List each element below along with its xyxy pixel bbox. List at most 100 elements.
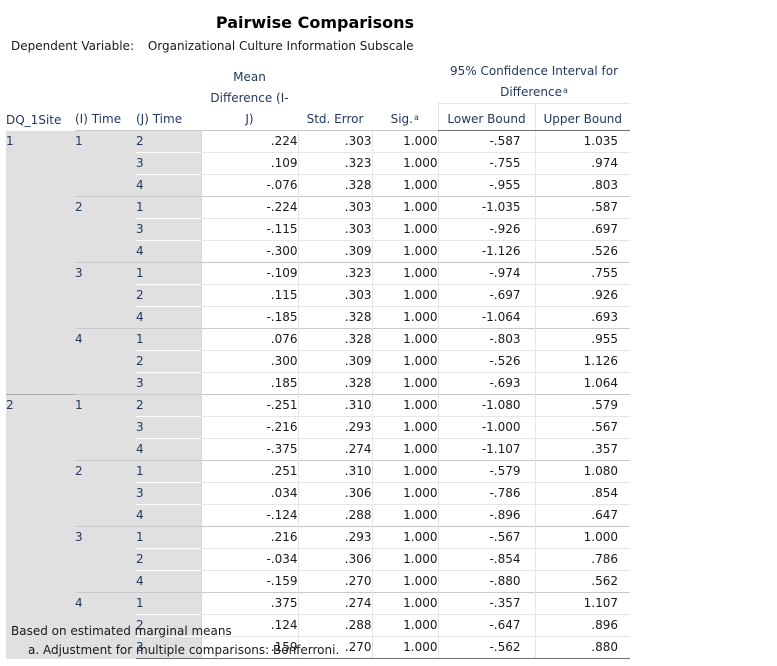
table-row: 3.185.328 1.000 -.693 1.064 bbox=[6, 372, 630, 395]
j-time-cell: 1 bbox=[136, 592, 202, 615]
upper-bound-cell: 1.000 bbox=[534, 526, 630, 549]
mean-difference-cell: -.124 bbox=[200, 504, 298, 527]
std-error-cell: .310 bbox=[297, 394, 372, 417]
std-error-cell: .274 bbox=[297, 592, 372, 615]
mean-difference-cell: -.375 bbox=[200, 438, 298, 461]
sig-cell: 1.000 bbox=[371, 592, 438, 615]
sig-cell: 1.000 bbox=[371, 196, 438, 219]
j-time-cell: 2 bbox=[136, 548, 202, 571]
lower-bound-cell: -1.080 bbox=[437, 394, 535, 417]
lower-bound-cell: -.786 bbox=[437, 482, 535, 505]
footnote-adjustment: a. Adjustment for multiple comparisons: … bbox=[28, 643, 340, 657]
table-row: 2.300.309 1.000 -.526 1.126 bbox=[6, 350, 630, 373]
mean-difference-cell: .109 bbox=[200, 152, 298, 175]
dependent-variable-name: Organizational Culture Information Subsc… bbox=[147, 39, 414, 53]
sig-cell: 1.000 bbox=[371, 174, 438, 197]
lower-bound-cell: -1.126 bbox=[437, 240, 535, 263]
sig-cell: 1.000 bbox=[371, 262, 438, 285]
mean-difference-cell: .115 bbox=[200, 284, 298, 307]
mean-difference-cell: .251 bbox=[200, 460, 298, 483]
header-upper-bound: Upper Bound bbox=[534, 103, 630, 131]
i-time-cell: 2 bbox=[75, 460, 136, 527]
lower-bound-cell: -.587 bbox=[437, 130, 535, 153]
sig-cell: 1.000 bbox=[371, 350, 438, 373]
lower-bound-cell: -.562 bbox=[437, 636, 535, 659]
j-time-cell: 4 bbox=[136, 504, 202, 527]
std-error-cell: .270 bbox=[297, 636, 372, 659]
table-row: 2 1.251.310 1.000 -.579 1.080 bbox=[6, 460, 630, 527]
j-time-cell: 3 bbox=[136, 152, 202, 175]
lower-bound-cell: -.526 bbox=[437, 350, 535, 373]
table-row: 1 1 2.224.303 1.000 -.587 1.035 bbox=[6, 130, 630, 395]
j-time-cell: 2 bbox=[136, 350, 202, 373]
upper-bound-cell: 1.064 bbox=[534, 372, 630, 395]
i-time-cell: 1 bbox=[75, 394, 136, 461]
mean-difference-cell: -.076 bbox=[200, 174, 298, 197]
header-ci-footnote-mark: a bbox=[562, 86, 568, 95]
header-sig: Sig.a bbox=[372, 61, 438, 131]
upper-bound-cell: .697 bbox=[534, 218, 630, 241]
header-j-time: (J) Time bbox=[136, 112, 183, 126]
table-row: 2.124.288 1.000 -.647.896 bbox=[6, 614, 630, 637]
lower-bound-cell: -.926 bbox=[437, 218, 535, 241]
lower-bound-cell: -.693 bbox=[437, 372, 535, 395]
table-row: 3.034.306 1.000 -.786.854 bbox=[6, 482, 630, 505]
header-i-time: (I) Time bbox=[75, 112, 122, 126]
j-time-cell: 1 bbox=[136, 196, 202, 219]
upper-bound-cell: .693 bbox=[534, 306, 630, 329]
sig-cell: 1.000 bbox=[371, 636, 438, 659]
upper-bound-cell: .786 bbox=[534, 548, 630, 571]
dependent-variable-label: Dependent Variable: bbox=[11, 39, 134, 53]
std-error-cell: .288 bbox=[297, 614, 372, 637]
sig-cell: 1.000 bbox=[371, 438, 438, 461]
lower-bound-cell: -.880 bbox=[437, 570, 535, 593]
lower-bound-cell: -.974 bbox=[437, 262, 535, 285]
sig-cell: 1.000 bbox=[371, 152, 438, 175]
table-row: 4 -.159.270 1.000 -.880.562 bbox=[6, 570, 630, 593]
sig-cell: 1.000 bbox=[371, 284, 438, 307]
site-cell: 1 bbox=[6, 130, 75, 395]
table-row: 3 -.115.303 1.000 -.926.697 bbox=[6, 218, 630, 241]
j-time-cell: 2 bbox=[136, 394, 202, 417]
j-time-cell: 3 bbox=[136, 218, 202, 241]
mean-difference-cell: -.034 bbox=[200, 548, 298, 571]
lower-bound-cell: -1.035 bbox=[437, 196, 535, 219]
j-time-cell: 3 bbox=[136, 482, 202, 505]
i-time-cell: 1 bbox=[75, 130, 136, 197]
sig-cell: 1.000 bbox=[371, 526, 438, 549]
upper-bound-cell: 1.126 bbox=[534, 350, 630, 373]
lower-bound-cell: -.803 bbox=[437, 328, 535, 351]
header-mean-difference-text: Mean Difference (I-J) bbox=[210, 70, 289, 126]
mean-difference-cell: .034 bbox=[200, 482, 298, 505]
mean-difference-cell: .124 bbox=[200, 614, 298, 637]
upper-bound-cell: 1.107 bbox=[534, 592, 630, 615]
mean-difference-cell: -.300 bbox=[200, 240, 298, 263]
std-error-cell: .306 bbox=[297, 482, 372, 505]
std-error-cell: .303 bbox=[297, 284, 372, 307]
mean-difference-cell: -.115 bbox=[200, 218, 298, 241]
table-row: 3 1.216.293 1.000 -.567 1.000 bbox=[6, 526, 630, 593]
upper-bound-cell: 1.080 bbox=[534, 460, 630, 483]
site-cell: 2 bbox=[6, 394, 75, 659]
std-error-cell: .303 bbox=[297, 196, 372, 219]
mean-difference-cell: -.159 bbox=[200, 570, 298, 593]
lower-bound-cell: -1.000 bbox=[437, 416, 535, 439]
j-time-cell: 4 bbox=[136, 438, 202, 461]
std-error-cell: .310 bbox=[297, 460, 372, 483]
sig-cell: 1.000 bbox=[371, 460, 438, 483]
table-row: 3.159.270 1.000 -.562.880 bbox=[6, 636, 630, 659]
upper-bound-cell: .854 bbox=[534, 482, 630, 505]
mean-difference-cell: .224 bbox=[200, 130, 298, 153]
table-row: 4 -.185.328 1.000 -1.064.693 bbox=[6, 306, 630, 329]
std-error-cell: .306 bbox=[297, 548, 372, 571]
sig-cell: 1.000 bbox=[371, 240, 438, 263]
i-time-cell: 4 bbox=[75, 328, 136, 395]
j-time-cell: 3 bbox=[136, 372, 202, 395]
upper-bound-cell: 1.035 bbox=[534, 130, 630, 153]
j-time-cell: 4 bbox=[136, 570, 202, 593]
sig-cell: 1.000 bbox=[371, 614, 438, 637]
i-time-cell: 2 bbox=[75, 196, 136, 263]
std-error-cell: .323 bbox=[297, 152, 372, 175]
j-time-cell: 1 bbox=[136, 526, 202, 549]
sig-cell: 1.000 bbox=[371, 570, 438, 593]
